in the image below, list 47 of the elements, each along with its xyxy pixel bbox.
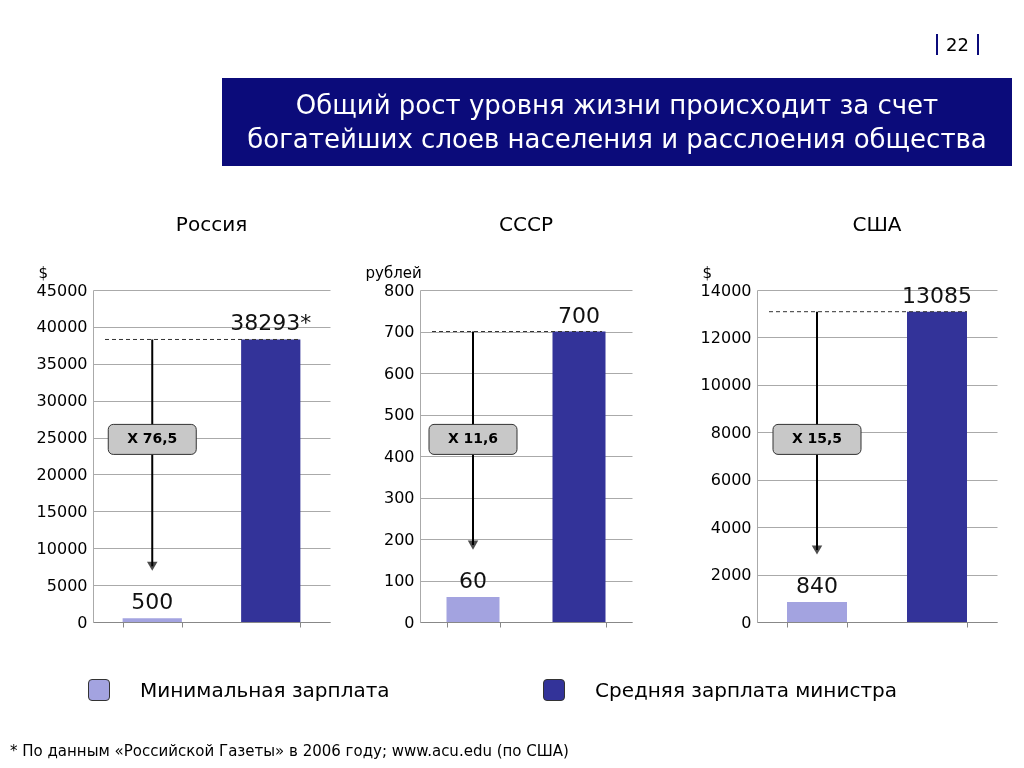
- y-tick-label: 0: [404, 612, 415, 632]
- data-label: 840: [796, 573, 838, 599]
- y-tick-label: 45000: [36, 280, 88, 300]
- y-tick-label: 700: [383, 322, 415, 341]
- text: Общий рост уровня жизни происходит за счет богатейших слоев населения и расслоения общества: [222, 78, 1012, 166]
- y-tick-label: 10000: [36, 538, 88, 558]
- y-tick-label: 12000: [700, 327, 752, 347]
- chart-title: США: [852, 212, 902, 236]
- y-tick-label: 30000: [36, 391, 88, 411]
- y-axis-title: $: [38, 263, 49, 282]
- chart-title: Россия: [175, 212, 248, 236]
- chart-title: СССР: [499, 212, 553, 236]
- data-label: 60: [459, 568, 487, 594]
- y-tick-label: 14000: [700, 280, 752, 300]
- text: 22: [936, 34, 979, 55]
- data-label: 38293*: [230, 310, 312, 336]
- y-tick-label: 35000: [36, 354, 88, 374]
- legend-label: Средняя зарплата министра: [595, 678, 898, 702]
- y-tick-label: 8000: [710, 422, 752, 442]
- legend-label: Минимальная зарплата: [140, 678, 390, 702]
- data-label: 13085: [902, 282, 972, 308]
- y-tick-label: 5000: [46, 575, 88, 595]
- y-tick-label: 15000: [36, 501, 88, 521]
- y-tick-label: 0: [77, 612, 88, 632]
- y-tick-label: 400: [383, 446, 415, 466]
- y-tick-label: 600: [383, 363, 415, 383]
- text: * По данным «Российской Газеты» в 2006 году; www.acu.edu (по США): [10, 742, 569, 760]
- y-axis-title: рублей: [365, 263, 422, 282]
- y-tick-label: 300: [383, 488, 415, 507]
- annotation: X 15,5: [791, 430, 843, 447]
- y-tick-label: 0: [741, 612, 752, 632]
- y-tick-label: 100: [383, 571, 415, 590]
- y-tick-label: 500: [383, 405, 415, 424]
- y-tick-label: 10000: [700, 375, 752, 395]
- y-tick-label: 800: [383, 280, 415, 300]
- data-label: 500: [131, 589, 174, 615]
- y-tick-label: 20000: [36, 464, 88, 484]
- y-tick-label: 4000: [710, 517, 752, 537]
- y-axis-title: $: [702, 263, 713, 282]
- annotation: X 76,5: [127, 430, 178, 447]
- y-tick-label: 2000: [710, 565, 752, 585]
- y-tick-label: 40000: [36, 317, 88, 337]
- y-tick-label: 6000: [710, 470, 752, 490]
- y-tick-label: 25000: [36, 428, 88, 448]
- annotation: X 11,6: [447, 430, 499, 447]
- y-tick-label: 200: [383, 529, 415, 549]
- data-label: 700: [558, 302, 600, 328]
